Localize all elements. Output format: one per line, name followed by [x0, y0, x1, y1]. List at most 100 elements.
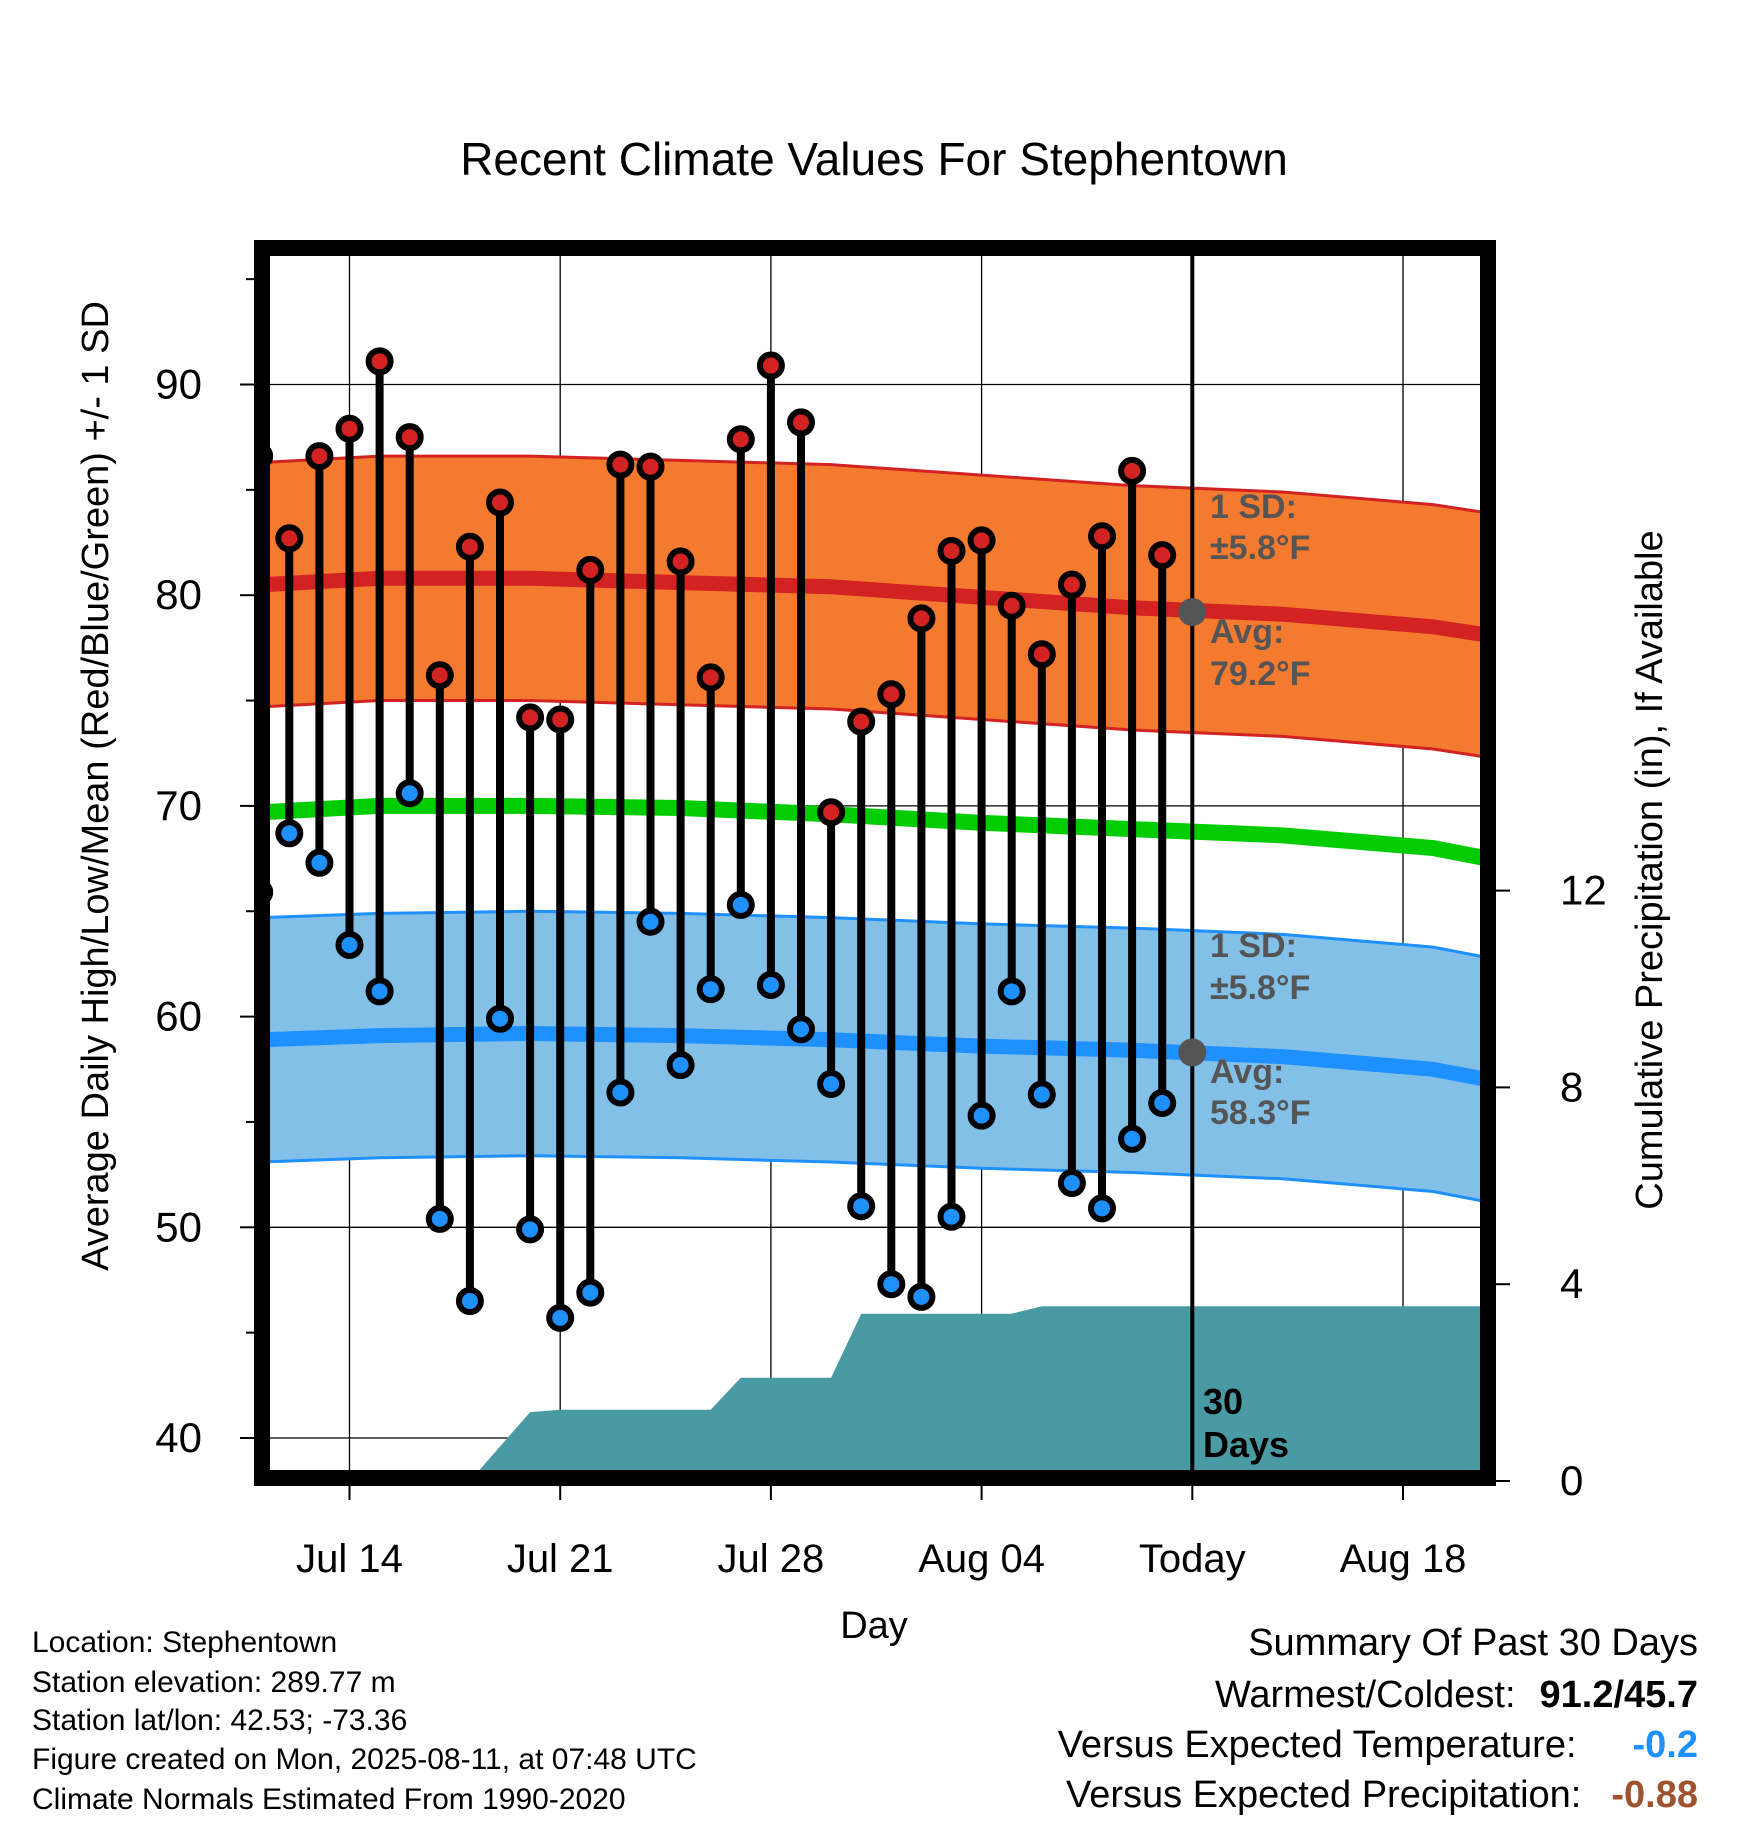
daily-low-point — [546, 1303, 575, 1332]
daily-low-point — [606, 1078, 635, 1107]
high-sd-label: 1 SD: — [1210, 488, 1297, 526]
plot-frame — [254, 240, 1496, 1486]
today-low-avg-marker — [1178, 1038, 1207, 1067]
daily-high-point — [425, 661, 454, 690]
daily-low-point — [395, 779, 424, 808]
low-band — [262, 911, 1488, 1202]
daily-low-point — [1148, 1088, 1177, 1117]
today-high-avg-marker — [1178, 598, 1207, 627]
daily-low-point — [877, 1270, 906, 1299]
summary-heading: Summary Of Past 30 Days — [1248, 1622, 1698, 1664]
daily-high-point — [395, 423, 424, 452]
daily-low-point — [275, 819, 304, 848]
daily-low-point — [907, 1282, 936, 1311]
temp-anomaly-value: -0.2 — [1632, 1724, 1698, 1766]
daily-high-point — [756, 351, 785, 380]
x-tick-label: Jul 21 — [507, 1537, 614, 1581]
days-count-label: 30 — [1203, 1381, 1243, 1422]
daily-high-point — [937, 536, 966, 565]
high-avg-line — [262, 570, 1488, 643]
precip-anomaly-value: -0.88 — [1611, 1774, 1698, 1816]
warm-cold-value: 91.2/45.7 — [1539, 1674, 1698, 1716]
mean-avg-line — [262, 797, 1488, 867]
x-tick-label: Jul 28 — [718, 1537, 825, 1581]
y2-tick-label: 4 — [1560, 1260, 1583, 1307]
daily-low-point — [937, 1202, 966, 1231]
precip-anomaly-label: Versus Expected Precipitation: — [1065, 1774, 1582, 1816]
y-tick-label: 70 — [155, 782, 202, 829]
daily-low-point — [576, 1278, 605, 1307]
temp-anomaly-label: Versus Expected Temperature: — [1057, 1724, 1577, 1766]
elevation-text: Station elevation: 289.77 m — [32, 1666, 396, 1699]
low-avg-label: Avg: — [1210, 1053, 1284, 1091]
daily-high-point — [1088, 522, 1116, 551]
daily-low-point — [636, 907, 665, 936]
plot-inner — [262, 248, 1488, 1478]
daily-high-point — [726, 425, 755, 454]
high-avg-value: 79.2°F — [1210, 655, 1311, 693]
daily-high-point — [1148, 541, 1177, 570]
daily-low-point — [455, 1287, 484, 1316]
daily-high-point — [335, 414, 364, 443]
daily-low-point — [516, 1215, 545, 1244]
daily-high-point — [576, 555, 605, 584]
daily-low-point — [486, 1004, 514, 1033]
daily-low-point — [756, 970, 785, 999]
x-tick-label: Aug 18 — [1340, 1537, 1467, 1581]
daily-high-point — [516, 703, 545, 732]
x-axis-label: Day — [840, 1605, 908, 1647]
daily-high-point — [847, 707, 876, 736]
daily-high-point — [275, 524, 304, 553]
high-band — [262, 456, 1488, 758]
high-avg-label: Avg: — [1210, 613, 1284, 651]
x-tick-label: Today — [1139, 1537, 1246, 1581]
chart-title: Recent Climate Values For Stephentown — [460, 133, 1288, 185]
daily-low-point — [666, 1051, 695, 1080]
y2-axis-label: Cumulative Precipitation (in), If Availa… — [1629, 530, 1671, 1209]
summary-warm-cold: Warmest/Coldest: 91.2/45.7 — [1215, 1674, 1698, 1717]
plot-area: 40 50 60 70 80 90 0 4 8 12 Jul 14 Jul 21 Jul 28 Aug 0… — [155, 240, 1607, 1581]
daily-high-point — [877, 680, 906, 709]
daily-low-point — [305, 848, 334, 877]
daily-high-point — [305, 442, 334, 471]
daily-high-point — [1118, 456, 1147, 485]
high-band-lower — [262, 699, 1488, 759]
summary-precip: Versus Expected Precipitation: -0.88 — [1066, 1774, 1698, 1817]
daily-low-point — [997, 977, 1026, 1006]
daily-high-point — [787, 408, 815, 437]
low-band-lower — [262, 1154, 1488, 1204]
high-band-upper — [262, 454, 1488, 515]
daily-low-point — [787, 1015, 815, 1044]
daily-high-point — [636, 452, 665, 481]
daily-high-point — [365, 347, 394, 376]
daily-high-point — [1057, 570, 1086, 599]
daily-high-point — [455, 532, 484, 561]
high-sd-value: ±5.8°F — [1210, 529, 1310, 567]
daily-low-point — [726, 890, 755, 919]
warm-cold-label: Warmest/Coldest: — [1214, 1674, 1516, 1716]
daily-low-point — [425, 1204, 454, 1233]
y-tick-label: 90 — [155, 361, 202, 408]
daily-high-point — [696, 663, 725, 692]
y2-tick-label: 8 — [1560, 1063, 1583, 1110]
daily-low-point — [1027, 1080, 1056, 1109]
daily-high-point — [1027, 640, 1056, 669]
low-avg-value: 58.3°F — [1210, 1094, 1311, 1132]
normals-text: Climate Normals Estimated From 1990-2020 — [32, 1783, 626, 1816]
y-tick-label: 40 — [155, 1414, 202, 1461]
y-tick-label: 60 — [155, 993, 202, 1040]
y2-tick-label: 0 — [1560, 1457, 1583, 1504]
daily-low-point — [1088, 1194, 1116, 1223]
precip-area — [472, 1306, 1488, 1478]
daily-high-point — [606, 450, 635, 479]
x-tick-label: Jul 14 — [296, 1537, 403, 1581]
latlon-text: Station lat/lon: 42.53; -73.36 — [32, 1704, 408, 1737]
daily-low-point — [696, 975, 725, 1004]
daily-high-point — [817, 798, 846, 827]
daily-low-point — [967, 1101, 996, 1130]
daily-low-point — [1118, 1124, 1147, 1153]
y-tick-label: 80 — [155, 571, 202, 618]
daily-high-point — [997, 591, 1026, 620]
created-text: Figure created on Mon, 2025-08-11, at 07… — [32, 1743, 697, 1776]
